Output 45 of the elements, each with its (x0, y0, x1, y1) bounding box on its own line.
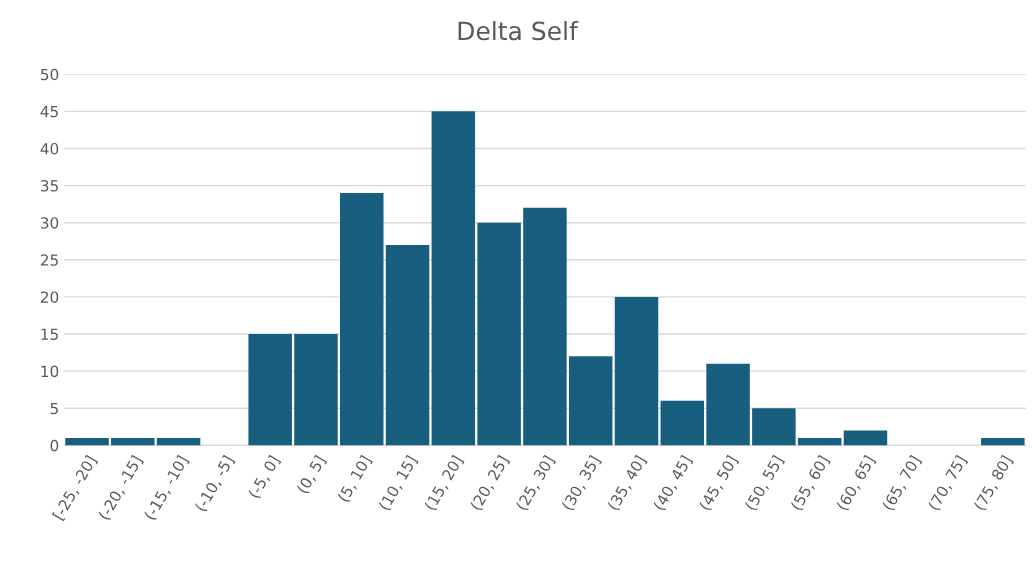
bar (523, 207, 567, 446)
x-tick-label: (50, 55] (744, 454, 786, 512)
x-tick-label: (70, 75] (927, 454, 969, 512)
bar (568, 356, 613, 446)
x-tick-label: (45, 50] (698, 454, 740, 512)
x-tick-label: (55, 60] (790, 454, 831, 512)
bar (156, 437, 201, 446)
y-tick-label: 10 (41, 365, 59, 378)
y-tick-label: 0 (50, 439, 59, 452)
y-tick-label: 25 (40, 254, 58, 266)
bar (477, 222, 521, 446)
x-tick-label: (40, 45] (652, 454, 694, 512)
x-tick-label: (25, 30] (515, 454, 557, 512)
bar (385, 244, 430, 446)
y-tick-label: 30 (40, 217, 59, 229)
bar (614, 296, 659, 446)
bar (340, 193, 384, 446)
x-tick-label: (-5, 0] (247, 454, 282, 500)
bar (752, 408, 796, 446)
bar (248, 334, 292, 446)
bar (706, 363, 750, 446)
x-tick-label: (60, 65] (835, 454, 877, 512)
bar (981, 437, 1025, 446)
bar (843, 430, 888, 446)
y-tick-label: 40 (40, 142, 59, 155)
bar (111, 437, 155, 446)
x-tick-label: (10, 15] (377, 454, 419, 512)
bar (431, 111, 476, 446)
y-tick-label: 20 (40, 291, 59, 303)
bar (294, 334, 338, 446)
x-tick-label: (65, 70] (881, 454, 923, 512)
x-tick-label: (75, 80] (973, 454, 1014, 512)
chart-title: Delta Self (458, 20, 579, 41)
y-tick-label: 50 (40, 68, 59, 81)
x-tick-label: (5, 10] (337, 454, 373, 504)
x-tick-label: (35, 40] (606, 454, 648, 512)
y-tick-label: 45 (40, 106, 58, 118)
bar (797, 437, 842, 446)
y-tick-label: 5 (50, 402, 58, 415)
bar (65, 437, 109, 446)
bar (660, 400, 705, 446)
x-tick-label: (0, 5] (296, 454, 328, 495)
y-tick-label: 15 (41, 328, 58, 341)
y-tick-label: 35 (40, 180, 58, 192)
x-tick-label: (30, 35] (561, 454, 602, 512)
